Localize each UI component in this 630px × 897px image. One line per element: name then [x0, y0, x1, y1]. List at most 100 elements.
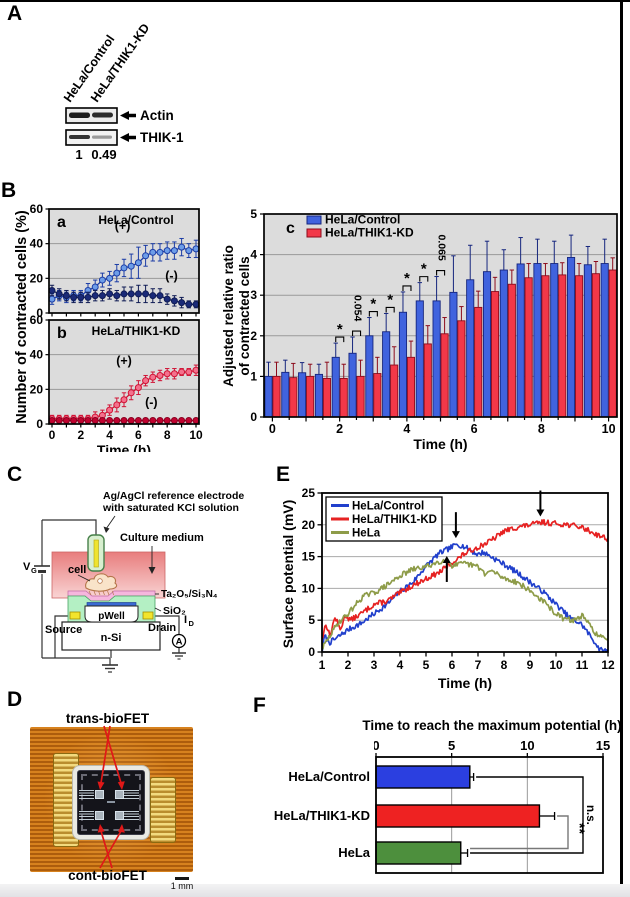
svg-text:HeLa/THIK1-KD: HeLa/THIK1-KD: [352, 514, 437, 526]
svg-text:HeLa: HeLa: [352, 528, 381, 540]
actin-band-lane2: [92, 112, 113, 118]
sensor-leads: [79, 811, 94, 820]
svg-text:0: 0: [374, 738, 380, 753]
nsi-label: n-Si: [101, 632, 122, 644]
svg-text:15: 15: [596, 738, 610, 753]
svg-text:Time (h): Time (h): [413, 436, 467, 452]
biofet-diagram: Ag/AgCl reference electrode with saturat…: [23, 490, 244, 673]
pwell-region: [84, 605, 139, 623]
page-bottom-strip: [0, 884, 630, 897]
ground-icon: [102, 652, 186, 673]
panel-c-letter: C: [7, 463, 23, 486]
id-label: I: [184, 614, 187, 626]
bar-HeLa/THIK1-KD: [375, 804, 541, 828]
svg-text:5: 5: [423, 658, 430, 672]
svg-text:**: **: [572, 823, 588, 834]
page-top-border: [0, 0, 630, 2]
trans-biofet-sensor-left: [95, 790, 104, 799]
svg-text:15: 15: [302, 550, 316, 564]
series-HeLa/Control: [322, 543, 608, 652]
svg-text:Time (h): Time (h): [97, 442, 151, 452]
svg-text:*: *: [404, 270, 410, 287]
chip-photo: [30, 727, 193, 872]
source-label: Source: [45, 624, 82, 636]
svg-text:b: b: [57, 325, 67, 342]
f-category-hela: HeLa: [338, 845, 370, 860]
svg-text:2: 2: [345, 658, 352, 672]
svg-text:20: 20: [30, 271, 44, 285]
electrode-arrowhead: [103, 526, 110, 533]
thik1-blot-box: [65, 129, 118, 146]
vg-label: V: [23, 561, 31, 573]
panel-b-letter: B: [1, 179, 17, 202]
svg-text:8: 8: [164, 428, 171, 442]
sensor-leads: [124, 790, 139, 799]
trans-biofet-sensor-right: [115, 790, 124, 799]
cell-label: cell: [68, 564, 86, 576]
drain-label: Drain: [148, 622, 176, 634]
circuit-wires: [41, 519, 180, 665]
adjusted-ratio-bar-chart: 0 2 4 6 8 10 0 1 2 3 4 5 Time (h) c HeLa/ControlHeLa/T…: [250, 207, 618, 452]
svg-text:a: a: [57, 214, 66, 231]
svg-text:25: 25: [302, 486, 316, 500]
series-(-): [48, 284, 200, 309]
ammeter-label: A: [176, 637, 183, 648]
svg-text:4: 4: [403, 422, 410, 436]
leader-lines: [77, 515, 162, 612]
sio2-label: SiO₂: [163, 605, 186, 617]
medium-arrowhead: [148, 567, 156, 574]
svg-text:HeLa/THIK1-KD: HeLa/THIK1-KD: [325, 226, 414, 240]
svg-text:20: 20: [30, 382, 44, 396]
svg-text:1: 1: [319, 658, 326, 672]
series-HeLa/THIK1-KD: [322, 518, 608, 640]
bar-HeLa: [375, 841, 462, 865]
electrode-label-1: Ag/AgCl reference electrode: [103, 490, 244, 502]
svg-text:10: 10: [189, 428, 203, 442]
gold-connector-right: [150, 777, 176, 843]
svg-text:Time (h): Time (h): [438, 675, 492, 691]
svg-text:1: 1: [250, 369, 257, 383]
panel-a-letter: A: [7, 2, 23, 25]
svg-text:HeLa/Control: HeLa/Control: [98, 213, 173, 227]
page-right-border: [620, 0, 623, 884]
svg-text:0: 0: [269, 422, 276, 436]
svg-text:*: *: [370, 296, 376, 313]
svg-text:0: 0: [49, 428, 56, 442]
svg-text:2: 2: [336, 422, 343, 436]
svg-text:10: 10: [520, 738, 534, 753]
svg-text:0: 0: [250, 410, 257, 424]
bar-HeLa/Control: [375, 765, 471, 789]
svg-text:3: 3: [371, 658, 378, 672]
svg-text:40: 40: [30, 237, 44, 251]
svg-text:4: 4: [250, 248, 257, 262]
svg-text:*: *: [421, 261, 427, 278]
pwell-label: pWell: [98, 611, 125, 622]
svg-text:(-): (-): [145, 396, 158, 410]
chip-center-mark: [107, 801, 115, 803]
f-category-thik1kd: HeLa/THIK1-KD: [273, 808, 370, 823]
drain-contact: [142, 611, 154, 620]
sensor-leads: [124, 811, 139, 820]
panel-f-title: Time to reach the maximum potential (h): [362, 718, 622, 733]
battery-symbol: [34, 565, 50, 573]
culture-medium-label: Culture medium: [120, 532, 204, 544]
cont-biofet-label: cont-bioFET: [68, 868, 147, 883]
svg-text:n.s.: n.s.: [584, 805, 596, 825]
svg-text:6: 6: [471, 422, 478, 436]
svg-text:8: 8: [538, 422, 545, 436]
svg-text:5: 5: [308, 613, 315, 627]
reference-electrode-wire: [93, 539, 99, 568]
svg-text:HeLa/THIK1-KD: HeLa/THIK1-KD: [92, 324, 181, 338]
nsi-substrate: [61, 621, 161, 651]
cont-biofet-sensor-left: [95, 811, 104, 820]
svg-text:4: 4: [106, 428, 113, 442]
svg-text:0.054: 0.054: [352, 295, 364, 321]
actin-blot-box: [65, 107, 118, 124]
panel-e-letter: E: [276, 463, 291, 486]
svg-text:0: 0: [36, 306, 43, 320]
svg-text:5: 5: [448, 738, 455, 753]
svg-text:HeLa/Control: HeLa/Control: [352, 501, 424, 513]
svg-text:6: 6: [135, 428, 142, 442]
